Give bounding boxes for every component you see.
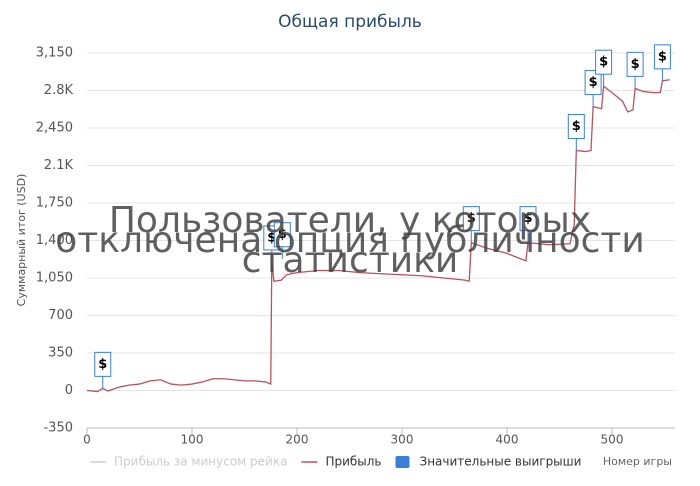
flag: $ [567, 114, 585, 151]
flag-box [584, 70, 602, 96]
y-tick-label: 1,750 [36, 196, 73, 211]
overlay-text: статистики [242, 240, 459, 281]
flag-label: $ [467, 211, 476, 226]
flag: $ [626, 51, 644, 89]
flag: $ [653, 44, 671, 81]
flag-box [462, 206, 480, 232]
legend-item[interactable]: Прибыль за минусом рейка [90, 455, 287, 469]
y-tick-label: 2.8K [44, 83, 74, 98]
flag-box [595, 49, 613, 75]
x-tick-label: 100 [181, 433, 204, 447]
profit-line [86, 79, 670, 393]
flag: $ [584, 70, 602, 107]
y-tick-label: 700 [48, 308, 73, 323]
legend-swatch [395, 456, 410, 468]
flag-label: $ [523, 211, 532, 226]
chart-title: Общая прибыль [278, 12, 422, 32]
flag-box [567, 114, 585, 139]
y-tick-label: -350 [43, 421, 73, 436]
overlay-text: отключена опция публичности [55, 220, 645, 261]
legend-label: Прибыль за минусом рейка [114, 455, 287, 469]
flag: $ [519, 206, 537, 243]
flag-box [94, 351, 112, 377]
flag-label: $ [658, 49, 667, 64]
x-axis-title: Номер игры [603, 455, 672, 468]
x-tick-label: 300 [391, 433, 414, 447]
flag: $ [462, 206, 480, 243]
legend-item[interactable]: Значительные выигрыши [395, 455, 582, 469]
y-tick-label: 0 [65, 383, 73, 398]
y-tick-label: 2,450 [36, 121, 73, 136]
y-tick-label: 2.1K [44, 158, 74, 173]
y-axis-title: Суммарный итог (USD) [15, 174, 28, 307]
flag-box [519, 206, 537, 232]
y-tick-label: 3,150 [36, 46, 73, 61]
flag: $ [94, 351, 112, 389]
flag-box [626, 51, 644, 77]
flag-label: $ [572, 119, 581, 134]
legend-label: Прибыль [325, 455, 381, 469]
flag-label: $ [599, 55, 608, 70]
flag-label: $ [98, 357, 107, 372]
y-tick-label: 1,050 [36, 271, 73, 286]
flag-label: $ [267, 230, 276, 245]
y-tick-label: 350 [48, 346, 73, 361]
flag-label: $ [631, 57, 640, 72]
flag: $ [273, 222, 291, 259]
x-tick-label: 200 [286, 433, 309, 447]
y-tick-label: 1,400 [36, 233, 73, 248]
flag-box [653, 44, 671, 70]
flag: $ [595, 49, 613, 87]
x-tick-label: 400 [496, 433, 519, 447]
flag-label: $ [278, 227, 287, 242]
legend-item[interactable]: Прибыль [301, 455, 382, 469]
flag-label: $ [589, 75, 598, 90]
x-tick-label: 500 [601, 433, 624, 447]
overlay-text: Пользователи, у которых [109, 200, 591, 241]
legend-label: Значительные выигрыши [420, 455, 582, 469]
x-tick-label: 0 [83, 433, 91, 447]
flag-box [273, 222, 291, 248]
